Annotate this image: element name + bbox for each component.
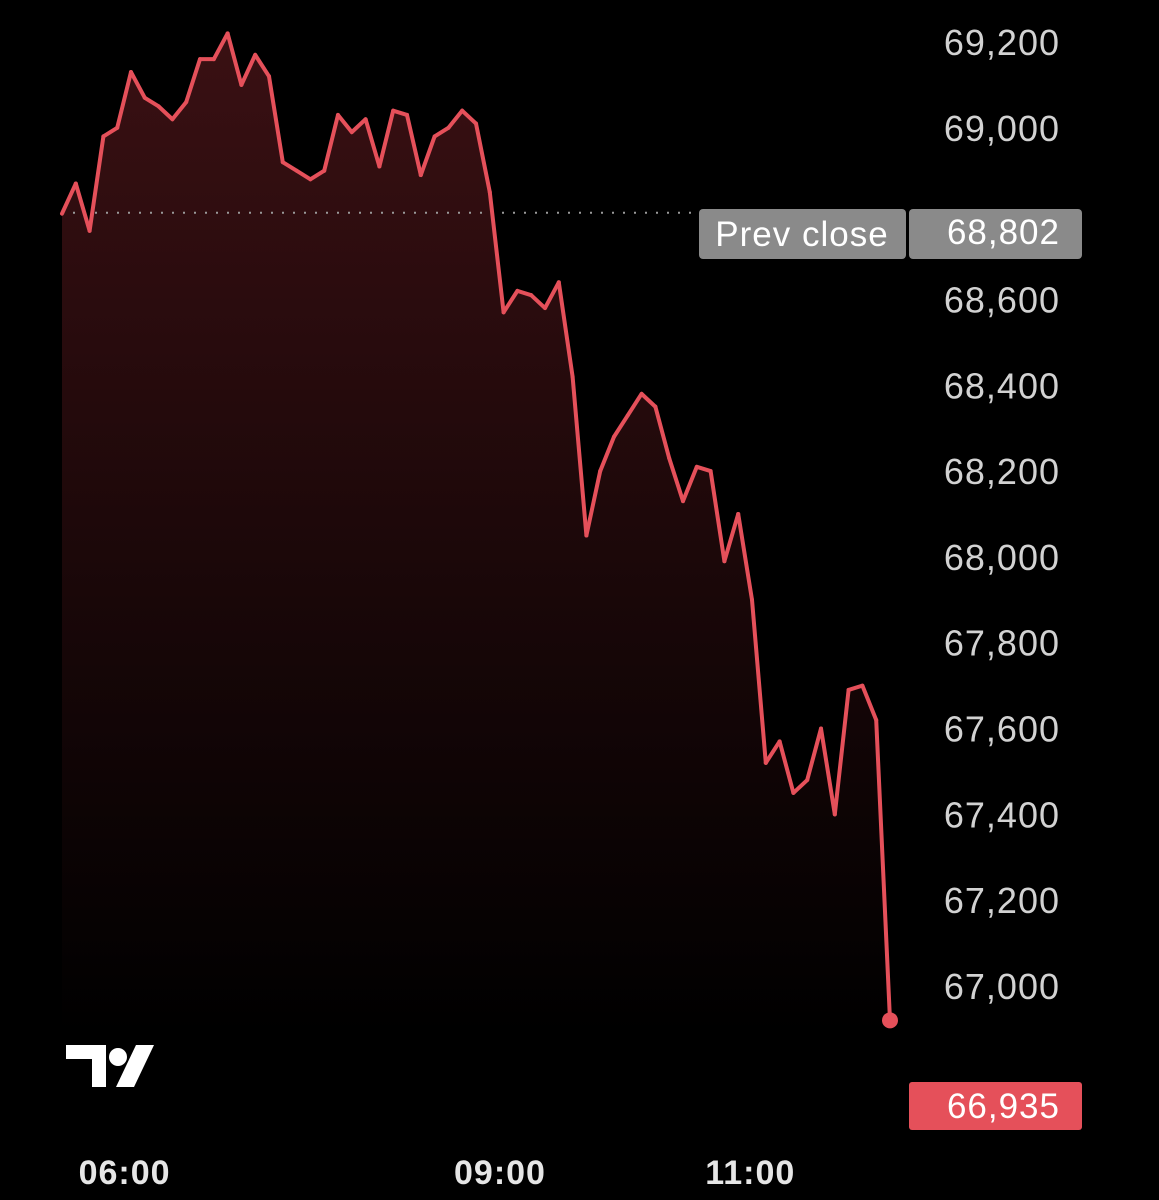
- price-line-segment: [874, 717, 892, 1023]
- price-line-segment: [170, 100, 189, 122]
- y-tick-label: 68,200: [944, 451, 1060, 492]
- price-line-segment: [267, 74, 285, 165]
- price-line-segment: [750, 597, 768, 765]
- price-line-segment: [694, 464, 713, 474]
- price-line-segment: [832, 687, 851, 817]
- price-line-segment: [667, 456, 685, 504]
- price-line-segment: [570, 374, 589, 538]
- price-line-segment: [142, 95, 161, 109]
- y-tick-label: 67,400: [944, 794, 1060, 835]
- price-line-segment: [736, 512, 754, 602]
- x-tick-label: 09:00: [454, 1154, 546, 1192]
- price-line-segment: [819, 726, 837, 817]
- y-tick-label: 67,200: [944, 880, 1060, 921]
- y-tick-label: 68,000: [944, 537, 1060, 578]
- price-line-segment: [460, 108, 478, 126]
- last-price-box: [909, 1082, 1082, 1130]
- x-tick-label: 06:00: [79, 1154, 171, 1192]
- prev-close-label-box: [699, 209, 906, 259]
- y-axis: 69,200 69,000 68,600 68,400 68,200 68,000 67,8…: [944, 22, 1060, 1007]
- price-line-segment: [474, 121, 492, 195]
- price-line-segment: [432, 125, 451, 139]
- price-line-segment: [846, 683, 865, 692]
- y-tick-label: 69,200: [944, 22, 1060, 63]
- price-area: [62, 33, 890, 1035]
- price-line-segment: [294, 168, 313, 182]
- prev-close-badge: Prev close 68,802: [699, 209, 1082, 259]
- price-line-segment: [860, 683, 879, 722]
- price-line-segment: [501, 288, 520, 315]
- price-line-segment: [556, 280, 575, 379]
- price-line-segment: [612, 413, 630, 439]
- y-tick-label: 67,600: [944, 709, 1060, 750]
- price-line-segment: [60, 181, 78, 216]
- price-line-segment: [625, 391, 644, 418]
- price-line-segment: [653, 404, 672, 461]
- area-fill-layer: [62, 33, 890, 1035]
- price-line-segment: [529, 293, 547, 311]
- price-line-segment: [418, 134, 437, 178]
- y-tick-label: 68,400: [944, 365, 1060, 406]
- price-line-segment: [487, 190, 506, 315]
- price-line-segment: [349, 117, 368, 135]
- price-line-segment: [239, 52, 258, 87]
- prev-close-value-box: [909, 209, 1082, 259]
- price-line-segment: [639, 391, 658, 409]
- price-line-segment: [405, 112, 423, 178]
- price-line-segment: [515, 288, 534, 298]
- last-price-point[interactable]: [882, 1012, 898, 1029]
- price-line-segment: [156, 104, 175, 122]
- price-line-segment: [791, 778, 810, 795]
- price-line-segment: [253, 52, 271, 79]
- price-line-segment: [336, 112, 354, 135]
- price-line-segment: [543, 280, 561, 311]
- tradingview-logo-icon: [66, 1045, 154, 1087]
- price-line-segment: [115, 70, 133, 130]
- price-line-segment: [308, 168, 327, 182]
- last-price-badge: 66,935: [909, 1082, 1082, 1130]
- price-line-segment: [377, 108, 396, 169]
- price-line-segment: [129, 70, 147, 100]
- price-line-segment: [681, 464, 699, 504]
- price-line-segment: [805, 726, 823, 783]
- y-tick-label: 67,800: [944, 623, 1060, 664]
- price-line-segment: [101, 125, 120, 139]
- price-line-layer: [60, 31, 898, 1029]
- price-line-segment: [211, 31, 230, 62]
- price-line-segment: [73, 181, 92, 233]
- price-line-segment: [391, 108, 409, 117]
- price-line-segment: [598, 434, 616, 474]
- x-axis: 06:00 09:00 11:00: [79, 1154, 795, 1192]
- price-line-segment: [184, 57, 202, 105]
- price-line-segment: [225, 31, 244, 87]
- price-line-segment: [708, 469, 727, 564]
- price-line-segment: [584, 469, 603, 538]
- price-line-segment: [322, 112, 340, 173]
- prev-close-label: Prev close: [715, 215, 888, 254]
- price-line-segment: [280, 160, 299, 173]
- price-line-segment: [763, 739, 782, 765]
- price-line-segment: [363, 117, 382, 169]
- y-tick-label: 68,600: [944, 279, 1060, 320]
- x-tick-label: 11:00: [705, 1154, 795, 1192]
- price-line-segment: [722, 512, 741, 564]
- last-price-value: 66,935: [947, 1087, 1060, 1126]
- price-line-segment: [777, 739, 796, 795]
- y-tick-label: 69,000: [944, 108, 1060, 149]
- y-tick-label: 67,000: [944, 966, 1060, 1007]
- price-line-segment: [446, 108, 465, 130]
- prev-close-value: 68,802: [947, 213, 1060, 252]
- price-line-segment: [87, 134, 106, 233]
